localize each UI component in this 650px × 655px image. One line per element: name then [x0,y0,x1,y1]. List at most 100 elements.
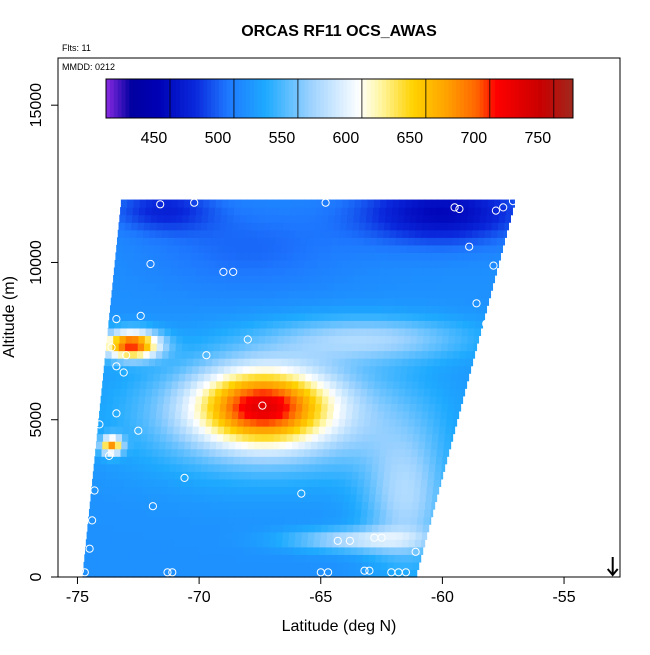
heatmap-cell [281,237,289,246]
heatmap-cell [401,358,409,367]
heatmap-cell [161,478,169,488]
heatmap-cell [217,554,225,563]
heatmap-cell [255,486,263,495]
heatmap-cell [460,222,468,231]
heatmap-cell [399,561,407,571]
heatmap-cell [222,380,230,389]
heatmap-cell [106,335,114,344]
heatmap-cell [409,342,417,352]
colorbar-segment [277,79,282,118]
heatmap-cell [170,335,178,344]
heatmap-cell [136,358,144,367]
heatmap-cell [132,516,140,525]
heatmap-cell [221,388,229,397]
heatmap-cell [239,335,247,344]
heatmap-cell [338,358,346,367]
heatmap-cell [364,531,372,540]
heatmap-cell [307,478,315,488]
heatmap-cell [364,350,372,359]
heatmap-cell [245,282,253,291]
heatmap-cell [152,199,160,208]
heatmap-cell [198,486,206,495]
colorbar-segment [401,79,407,118]
heatmap-cell [145,388,153,397]
heatmap-cell [120,259,128,269]
heatmap-cell [158,327,166,337]
heatmap-cell [310,199,318,208]
heatmap-cell [487,267,494,276]
heatmap-cell [409,222,417,231]
heatmap-cell [129,546,137,555]
heatmap-cell [141,493,149,503]
heatmap-cell [296,275,304,284]
heatmap-cell [364,290,372,299]
heatmap-cell [306,237,314,246]
heatmap-cell [283,463,291,472]
heatmap-cell [316,569,324,578]
heatmap-cell [466,282,474,291]
heatmap-cell [158,509,166,518]
heatmap-cell [110,546,118,555]
heatmap-cell [386,441,394,450]
heatmap-cell [302,275,310,284]
heatmap-cell [349,561,357,571]
heatmap-cell [200,282,208,291]
heatmap-cell [416,395,424,404]
heatmap-cell [98,478,106,488]
heatmap-cell [208,335,215,344]
heatmap-cell [263,290,271,299]
heatmap-cell [363,486,371,495]
heatmap-cell [374,561,382,571]
heatmap-cell [272,448,280,457]
heatmap-cell [260,380,268,389]
heatmap-cell [193,418,201,427]
heatmap-cell [302,335,310,344]
heatmap-cell [125,275,133,284]
heatmap-cell [243,418,251,427]
heatmap-cell [242,493,250,503]
heatmap-cell [478,290,486,299]
heatmap-cell [123,546,130,555]
heatmap-cell [206,290,214,299]
heatmap-cell [143,290,151,299]
heatmap-cell [363,365,371,374]
heatmap-cell [430,448,438,457]
heatmap-cell [444,373,452,382]
heatmap-cell [225,471,233,480]
heatmap-cell [258,275,266,284]
heatmap-cell [104,539,112,548]
heatmap-cell [160,305,168,314]
heatmap-cell [403,342,411,352]
heatmap-cell [337,486,345,495]
heatmap-cell [502,244,504,253]
sample-point [180,473,189,482]
heatmap-cell [158,199,166,208]
heatmap-cell [434,229,441,238]
heatmap-cell [442,395,450,404]
heatmap-cell [142,478,150,488]
heatmap-cell [313,290,321,299]
heatmap-cell [280,426,288,435]
colorbar-segment [502,79,508,118]
heatmap-cell [309,395,317,404]
heatmap-cell [360,516,368,525]
heatmap-cell [348,327,355,337]
heatmap-cell [443,448,450,457]
heatmap-cell [274,365,282,374]
colorbar-segment [464,79,469,118]
heatmap-cell [184,380,192,389]
heatmap-cell [428,342,436,352]
heatmap-cell [255,244,263,253]
heatmap-cell [209,259,217,269]
heatmap-cell [484,229,492,238]
heatmap-cell [307,410,315,420]
heatmap-cell [324,433,332,442]
heatmap-cell [114,380,122,389]
colorbar-segment [518,79,523,118]
heatmap-cell [121,561,129,571]
heatmap-cell [266,259,274,269]
heatmap-cell [116,546,124,555]
heatmap-cell [164,509,172,518]
heatmap-cell [188,403,196,412]
heatmap-cell [322,388,330,397]
